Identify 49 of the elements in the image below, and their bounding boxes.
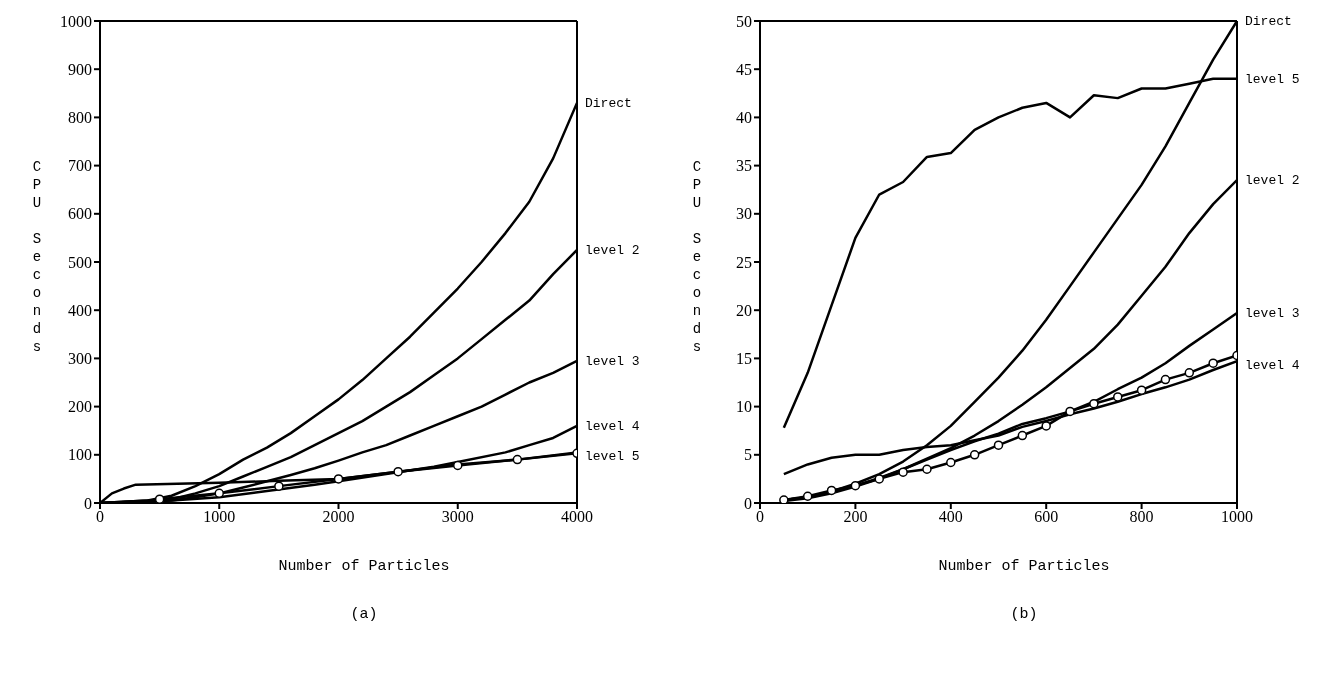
y-tick-label: 100 <box>68 446 92 464</box>
series-label: level 4 <box>1245 358 1300 374</box>
y-tick-label: 500 <box>68 253 92 271</box>
series-label: Direct <box>585 95 632 111</box>
series-label: level 3 <box>585 353 640 369</box>
x-tick-label: 1000 <box>203 508 236 526</box>
y-tick-label: 900 <box>68 60 92 78</box>
x-axis-title: Number of Particles <box>937 558 1111 575</box>
y-tick-label: 300 <box>68 350 92 368</box>
y-tick-label: 0 <box>84 494 92 512</box>
text: CPU Seconds <box>32 159 42 355</box>
y-tick-label: 30 <box>736 205 752 223</box>
y-tick-label: 600 <box>68 205 92 223</box>
text: (b) <box>1009 606 1039 623</box>
y-tick-label: 10 <box>736 398 752 416</box>
x-tick-label: 600 <box>1034 508 1059 526</box>
series-label: level 5 <box>585 449 640 465</box>
y-tick-label: 1000 <box>60 12 92 30</box>
x-tick-label: 3000 <box>441 508 474 526</box>
x-tick-label: 0 <box>96 508 104 526</box>
x-tick-label: 400 <box>938 508 963 526</box>
y-tick-label: 20 <box>736 301 752 319</box>
y-tick-label: 45 <box>736 60 752 78</box>
x-tick-label: 2000 <box>322 508 355 526</box>
y-tick-label: 50 <box>736 12 752 30</box>
series-label: level 2 <box>1245 173 1300 189</box>
series-label: level 5 <box>1245 71 1300 87</box>
y-tick-label: 700 <box>68 157 92 175</box>
y-tick-label: 25 <box>736 253 752 271</box>
x-axis-title: Number of Particles <box>277 558 451 575</box>
y-tick-label: 0 <box>744 494 752 512</box>
y-tick-label: 5 <box>744 446 752 464</box>
x-tick-label: 1000 <box>1221 508 1253 526</box>
series-label: level 2 <box>585 242 640 258</box>
text: (a) <box>349 606 379 623</box>
text: CPU Seconds <box>692 159 702 355</box>
y-tick-label: 800 <box>68 109 92 127</box>
y-tick-label: 40 <box>736 109 752 127</box>
x-tick-label: 800 <box>1129 508 1154 526</box>
y-tick-label: 200 <box>68 398 92 416</box>
y-tick-label: 15 <box>736 350 752 368</box>
y-tick-label: 400 <box>68 301 92 319</box>
series-label: level 4 <box>585 418 640 434</box>
x-tick-label: 200 <box>843 508 868 526</box>
x-tick-label: 4000 <box>561 508 593 526</box>
series-label: Direct <box>1245 14 1292 29</box>
x-tick-label: 0 <box>756 508 764 526</box>
series-label: level 3 <box>1245 306 1300 322</box>
y-tick-label: 35 <box>736 157 752 175</box>
